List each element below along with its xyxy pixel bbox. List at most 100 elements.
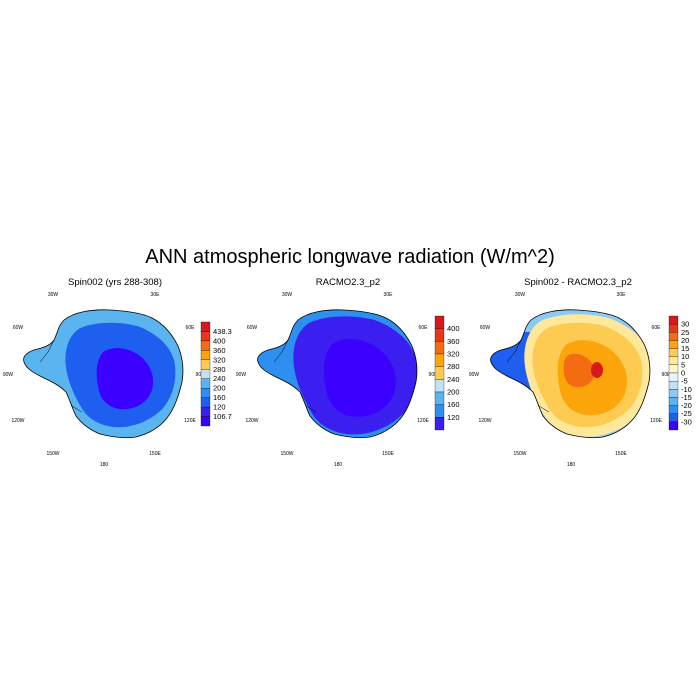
- colorbar-swatch: [434, 417, 445, 431]
- colorbar-swatch: [668, 364, 679, 374]
- peninsula-outline: [39, 339, 83, 413]
- lon-label-120e: 120E: [417, 418, 429, 424]
- antarctica-map: [490, 309, 651, 439]
- antarctica-map: [257, 309, 418, 439]
- colorbar-swatch: [434, 353, 445, 367]
- colorbar-label: 120: [213, 403, 226, 412]
- lon-label-180: 180: [100, 462, 109, 468]
- colorbar: 400 360 320 280 240 200 160 120: [434, 315, 460, 431]
- peninsula-outline: [506, 339, 550, 413]
- colorbar-swatch: [434, 404, 445, 418]
- colorbar-label: 200: [213, 384, 226, 393]
- colorbar-swatch: [668, 356, 679, 366]
- lon-label-150w: 150W: [513, 451, 526, 457]
- colorbar-swatch: [668, 397, 679, 406]
- colorbar-swatch: [200, 406, 211, 417]
- colorbar-label: 5: [681, 360, 685, 369]
- colorbar-label: -20: [681, 401, 692, 410]
- colorbar-label: -30: [681, 417, 692, 426]
- colorbar-swatch: [200, 378, 211, 389]
- antarctica-map: [23, 309, 184, 439]
- colorbar-swatch: [200, 359, 211, 370]
- colorbar-swatch: [200, 397, 211, 408]
- lon-label-150e: 150E: [382, 451, 394, 457]
- colorbar-label: 240: [213, 374, 226, 383]
- lon-label-30e: 30E: [384, 292, 394, 298]
- colorbar-label: 320: [447, 350, 460, 359]
- panel-difference: Spin002 - RACMO2.3_p2 30W 30E 60W 60E 90…: [469, 277, 692, 468]
- colorbar-swatch: [668, 413, 679, 423]
- lon-label-90e: 90E: [196, 372, 206, 378]
- colorbar-swatch: [434, 341, 445, 355]
- colorbar-swatch: [434, 391, 445, 405]
- colorbar-swatch: [434, 328, 445, 342]
- lon-label-60w: 60W: [480, 325, 491, 331]
- colorbar-swatch: [434, 366, 445, 380]
- colorbar-label: -5: [681, 377, 688, 386]
- lon-label-30w: 30W: [515, 292, 526, 298]
- lon-label-120w: 120W: [245, 418, 258, 424]
- lon-label-90w: 90W: [469, 372, 480, 378]
- colorbar-label: -15: [681, 393, 692, 402]
- lon-label-120e: 120E: [650, 418, 662, 424]
- lon-label-30e: 30E: [151, 292, 161, 298]
- colorbar-label: 280: [447, 362, 460, 371]
- colorbar-swatch: [200, 321, 211, 332]
- lon-label-150w: 150W: [280, 451, 293, 457]
- colorbar-label: 438.3: [213, 327, 232, 336]
- lon-label-150e: 150E: [615, 451, 627, 457]
- lon-label-120w: 120W: [11, 418, 24, 424]
- panel-title: RACMO2.3_p2: [316, 277, 380, 288]
- lon-label-90w: 90W: [3, 372, 14, 378]
- panel-title: Spin002 - RACMO2.3_p2: [524, 277, 632, 288]
- lon-label-90e: 90E: [662, 372, 672, 378]
- colorbar-label: 280: [213, 365, 226, 374]
- colorbar-label: -25: [681, 409, 692, 418]
- colorbar-label: 360: [447, 337, 460, 346]
- colorbar-swatch: [668, 372, 679, 382]
- colorbar-label: 10: [681, 352, 689, 361]
- colorbar-label: 160: [447, 400, 460, 409]
- lon-label-60e: 60E: [419, 325, 429, 331]
- colorbar-swatch: [200, 350, 211, 360]
- figure-title: ANN atmospheric longwave radiation (W/m^…: [145, 246, 555, 268]
- colorbar-label: 240: [447, 375, 460, 384]
- lon-label-120w: 120W: [478, 418, 491, 424]
- colorbar-swatch: [668, 323, 679, 333]
- lon-label-90w: 90W: [236, 372, 247, 378]
- colorbar-swatch: [668, 315, 679, 325]
- colorbar-swatch: [434, 315, 445, 329]
- lon-label-150e: 150E: [149, 451, 161, 457]
- colorbar-label: 25: [681, 328, 689, 337]
- colorbar-swatch: [668, 421, 679, 431]
- lon-label-30e: 30E: [617, 292, 627, 298]
- colorbar-swatch: [668, 340, 679, 349]
- colorbar-label: 160: [213, 393, 226, 402]
- colorbar-label: 30: [681, 320, 689, 329]
- colorbar-label: 20: [681, 336, 689, 345]
- lon-label-180: 180: [334, 462, 343, 468]
- colorbar-swatch: [200, 388, 211, 398]
- colorbar-swatch: [668, 389, 679, 398]
- colorbar-swatch: [668, 380, 679, 390]
- colorbar-label: -10: [681, 385, 692, 394]
- panel-spin002: Spin002 (yrs 288-308) 30W 30E 60W 60E 90…: [3, 277, 232, 468]
- colorbar-label: 0: [681, 369, 685, 378]
- colorbar-swatch: [200, 331, 211, 342]
- lon-label-150w: 150W: [46, 451, 59, 457]
- colorbar-label: 360: [213, 346, 226, 355]
- colorbar-label: 106.7: [213, 412, 232, 421]
- colorbar-label: 15: [681, 344, 689, 353]
- colorbar-label: 120: [447, 413, 460, 422]
- lon-label-60e: 60E: [652, 325, 662, 331]
- colorbar-label: 400: [213, 336, 226, 345]
- lon-label-120e: 120E: [184, 418, 196, 424]
- colorbar-swatch: [200, 340, 211, 351]
- colorbar-swatch: [668, 348, 679, 357]
- colorbar-swatch: [200, 416, 211, 427]
- colorbar-swatch: [668, 332, 679, 341]
- colorbar-label: 400: [447, 324, 460, 333]
